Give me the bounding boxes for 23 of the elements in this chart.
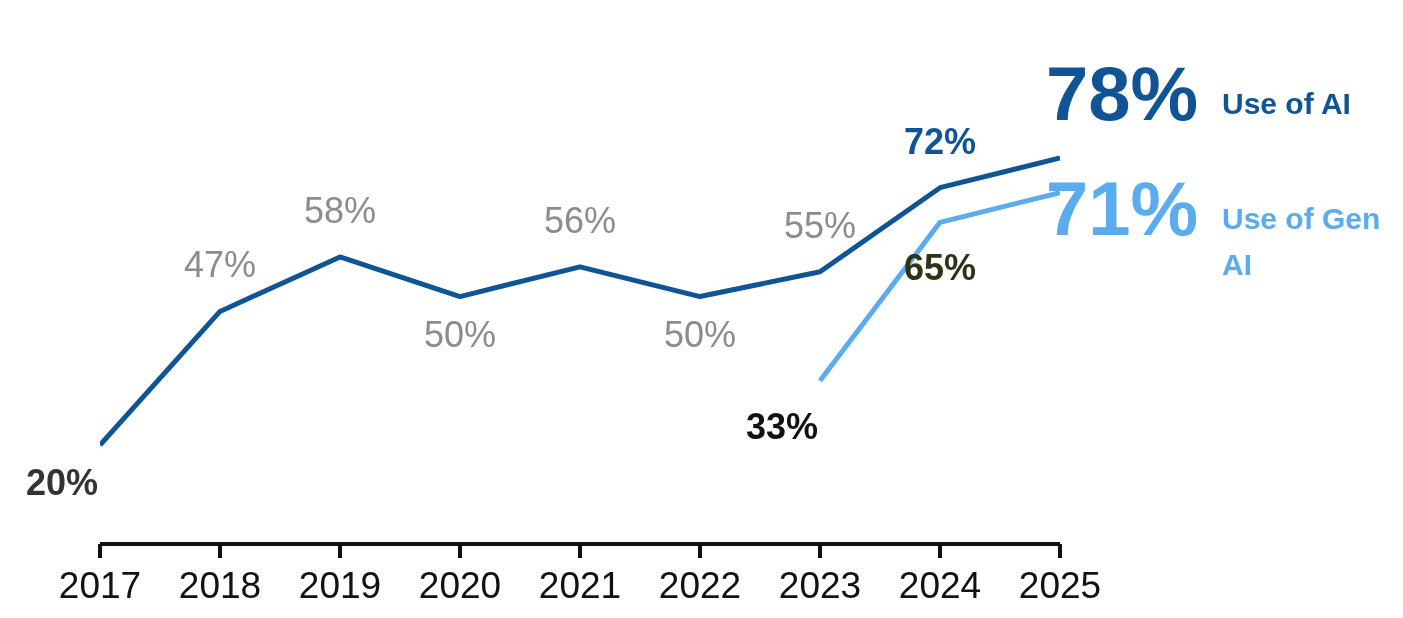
- x-tick-label: 2023: [778, 565, 862, 607]
- data-label: 56%: [543, 199, 617, 241]
- text: Use of AI: [1222, 87, 1351, 120]
- data-label: 78%: [1046, 51, 1199, 136]
- data-label: 72%: [903, 120, 977, 162]
- data-label: 65%: [903, 247, 977, 289]
- x-tick-label: 2024: [898, 565, 982, 607]
- data-label: 50%: [663, 313, 737, 355]
- data-label: 50%: [423, 313, 497, 355]
- x-tick-label: 2022: [658, 565, 742, 607]
- x-tick-label: 2018: [178, 565, 262, 607]
- data-label: 71%: [1046, 165, 1199, 251]
- data-label: 55%: [783, 204, 857, 246]
- x-tick-label: 2020: [418, 565, 502, 607]
- x-tick-label: 2019: [298, 565, 382, 607]
- x-tick-label: 2017: [58, 565, 142, 607]
- x-tick-label: 2025: [1018, 565, 1102, 607]
- data-label: 20%: [25, 462, 99, 504]
- x-tick-label: 2021: [538, 565, 622, 607]
- data-label: 58%: [303, 189, 377, 231]
- data-label: 47%: [183, 244, 257, 286]
- data-label: 33%: [745, 405, 819, 447]
- text: Use of Gen AI: [1222, 201, 1381, 281]
